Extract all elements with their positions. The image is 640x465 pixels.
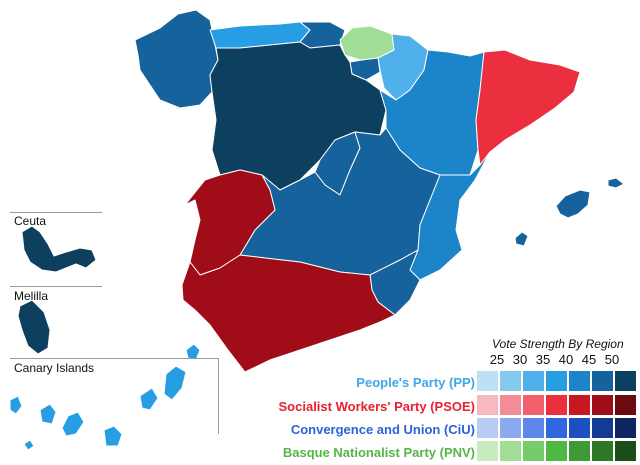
legend-tick: 40 — [558, 352, 574, 367]
region-ceuta[interactable] — [21, 225, 97, 273]
legend-swatch — [500, 418, 521, 438]
legend-swatch — [592, 441, 613, 461]
legend-swatch — [500, 395, 521, 415]
legend-swatch — [569, 441, 590, 461]
canary-islands-label: Canary Islands — [14, 361, 95, 375]
region-canary[interactable] — [9, 343, 201, 451]
legend-swatch — [569, 371, 590, 391]
legend-swatch — [546, 441, 567, 461]
region-valencia[interactable] — [409, 151, 491, 281]
legend-swatch — [523, 441, 544, 461]
legend-swatch — [615, 395, 636, 415]
legend-swatches-pp — [477, 371, 636, 391]
legend-title: Vote Strength By Region — [492, 337, 624, 351]
legend-swatch — [477, 441, 498, 461]
legend-swatch — [569, 418, 590, 438]
legend-label-ciu: Convergence and Union (CiU) — [290, 422, 475, 437]
legend-swatches-pnv — [477, 441, 636, 461]
legend-label-pnv: Basque Nationalist Party (PNV) — [282, 445, 475, 460]
region-andalusia[interactable] — [181, 254, 396, 373]
legend-swatch — [477, 395, 498, 415]
legend-swatch — [592, 371, 613, 391]
legend-swatch — [546, 395, 567, 415]
legend-swatch — [477, 371, 498, 391]
legend-swatch — [615, 418, 636, 438]
legend-swatches-psoe — [477, 395, 636, 415]
legend-label-psoe: Socialist Workers' Party (PSOE) — [278, 399, 475, 414]
melilla-label: Melilla — [14, 289, 49, 303]
region-cantabria[interactable] — [299, 21, 346, 49]
inset-border-canary — [218, 358, 219, 434]
inset-divider-melilla — [10, 286, 102, 287]
ceuta-label: Ceuta — [14, 214, 47, 228]
region-catalonia[interactable] — [475, 49, 581, 166]
legend-swatch — [546, 371, 567, 391]
legend-swatch — [592, 395, 613, 415]
legend-label-pp: People's Party (PP) — [356, 375, 475, 390]
legend-swatch — [500, 441, 521, 461]
legend-swatch — [546, 418, 567, 438]
inset-divider-canary — [10, 358, 218, 359]
legend-tick: 35 — [535, 352, 551, 367]
legend-swatch — [523, 418, 544, 438]
region-balearic[interactable] — [514, 177, 625, 247]
legend-tick: 30 — [512, 352, 528, 367]
region-melilla[interactable] — [17, 299, 51, 355]
legend-tick: 50 — [604, 352, 620, 367]
inset-divider-ceuta — [10, 212, 102, 213]
legend-tick: 45 — [581, 352, 597, 367]
legend-swatch — [523, 395, 544, 415]
legend-swatch — [523, 371, 544, 391]
legend-tick: 25 — [489, 352, 505, 367]
legend-swatch — [569, 395, 590, 415]
legend-swatch — [615, 371, 636, 391]
region-galicia[interactable] — [134, 9, 219, 109]
legend-swatch — [615, 441, 636, 461]
legend-swatches-ciu — [477, 418, 636, 438]
legend-swatch — [477, 418, 498, 438]
legend-swatch — [592, 418, 613, 438]
legend-swatch — [500, 371, 521, 391]
